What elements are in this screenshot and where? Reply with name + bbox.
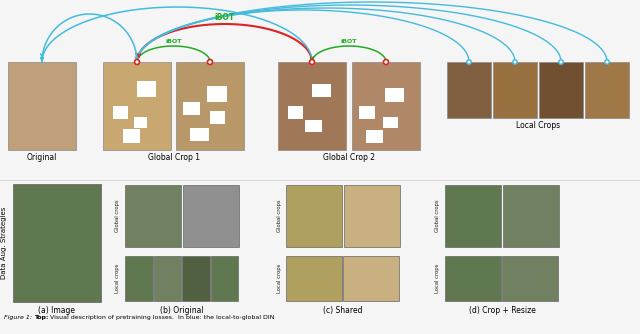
Bar (125, 256, 152, 301)
Text: Local Crops: Local Crops (516, 121, 560, 130)
Bar (445, 256, 501, 301)
Text: Global crops: Global crops (435, 199, 440, 232)
Circle shape (559, 60, 563, 64)
Bar (210, 111, 225, 124)
Text: Figure 1:: Figure 1: (4, 315, 34, 320)
Bar (343, 256, 399, 301)
Text: (c) Shared: (c) Shared (323, 306, 363, 315)
Bar (286, 185, 342, 247)
Text: Global Crop 2: Global Crop 2 (323, 153, 375, 162)
Circle shape (383, 59, 388, 64)
Bar (539, 62, 583, 118)
Circle shape (513, 60, 517, 64)
Bar (352, 62, 420, 150)
Text: Top:: Top: (34, 315, 49, 320)
Bar (385, 88, 404, 102)
Text: Global crops: Global crops (276, 199, 282, 232)
Bar (13, 184, 101, 302)
Text: (b) Original: (b) Original (160, 306, 204, 315)
Text: Global crops: Global crops (115, 199, 120, 232)
Bar (585, 62, 629, 118)
Text: (a) Image: (a) Image (38, 306, 76, 315)
Bar (182, 256, 209, 301)
Bar (154, 256, 181, 301)
Circle shape (134, 59, 140, 64)
Bar (8, 62, 76, 150)
Bar (124, 129, 140, 143)
Text: Global Crop 1: Global Crop 1 (147, 153, 200, 162)
Bar (134, 117, 147, 128)
Text: Local crops: Local crops (276, 264, 282, 293)
Bar (211, 256, 238, 301)
Text: Original: Original (27, 153, 57, 162)
Bar (344, 185, 400, 247)
Bar (286, 256, 342, 301)
Bar (312, 84, 331, 97)
Bar (189, 128, 209, 141)
Bar (113, 106, 128, 119)
Text: Local crops: Local crops (115, 264, 120, 293)
Bar (445, 185, 501, 247)
Bar (103, 62, 171, 150)
Text: iBOT: iBOT (341, 39, 357, 44)
Bar (278, 62, 346, 150)
Text: iBOT: iBOT (165, 39, 182, 44)
Bar (183, 102, 200, 115)
Bar (183, 185, 239, 247)
Bar (503, 185, 559, 247)
Text: Local crops: Local crops (435, 264, 440, 293)
Bar (288, 106, 303, 119)
Circle shape (467, 60, 471, 64)
Bar (176, 62, 244, 150)
Bar (365, 130, 383, 143)
Text: Visual description of pretraining losses.  In blue: the local-to-global DIN: Visual description of pretraining losses… (48, 315, 275, 320)
Circle shape (605, 60, 609, 64)
Text: (d) Crop + Resize: (d) Crop + Resize (468, 306, 536, 315)
Bar (447, 62, 491, 118)
Circle shape (207, 59, 212, 64)
Bar (207, 86, 227, 102)
Bar (305, 120, 322, 132)
Bar (125, 185, 181, 247)
Bar (137, 81, 156, 97)
Bar (383, 117, 397, 128)
Text: Data Aug. Strategies: Data Aug. Strategies (1, 207, 7, 279)
Bar (359, 106, 375, 119)
Circle shape (310, 59, 314, 64)
Bar (493, 62, 537, 118)
Bar (502, 256, 558, 301)
Text: iBOT: iBOT (214, 13, 235, 22)
